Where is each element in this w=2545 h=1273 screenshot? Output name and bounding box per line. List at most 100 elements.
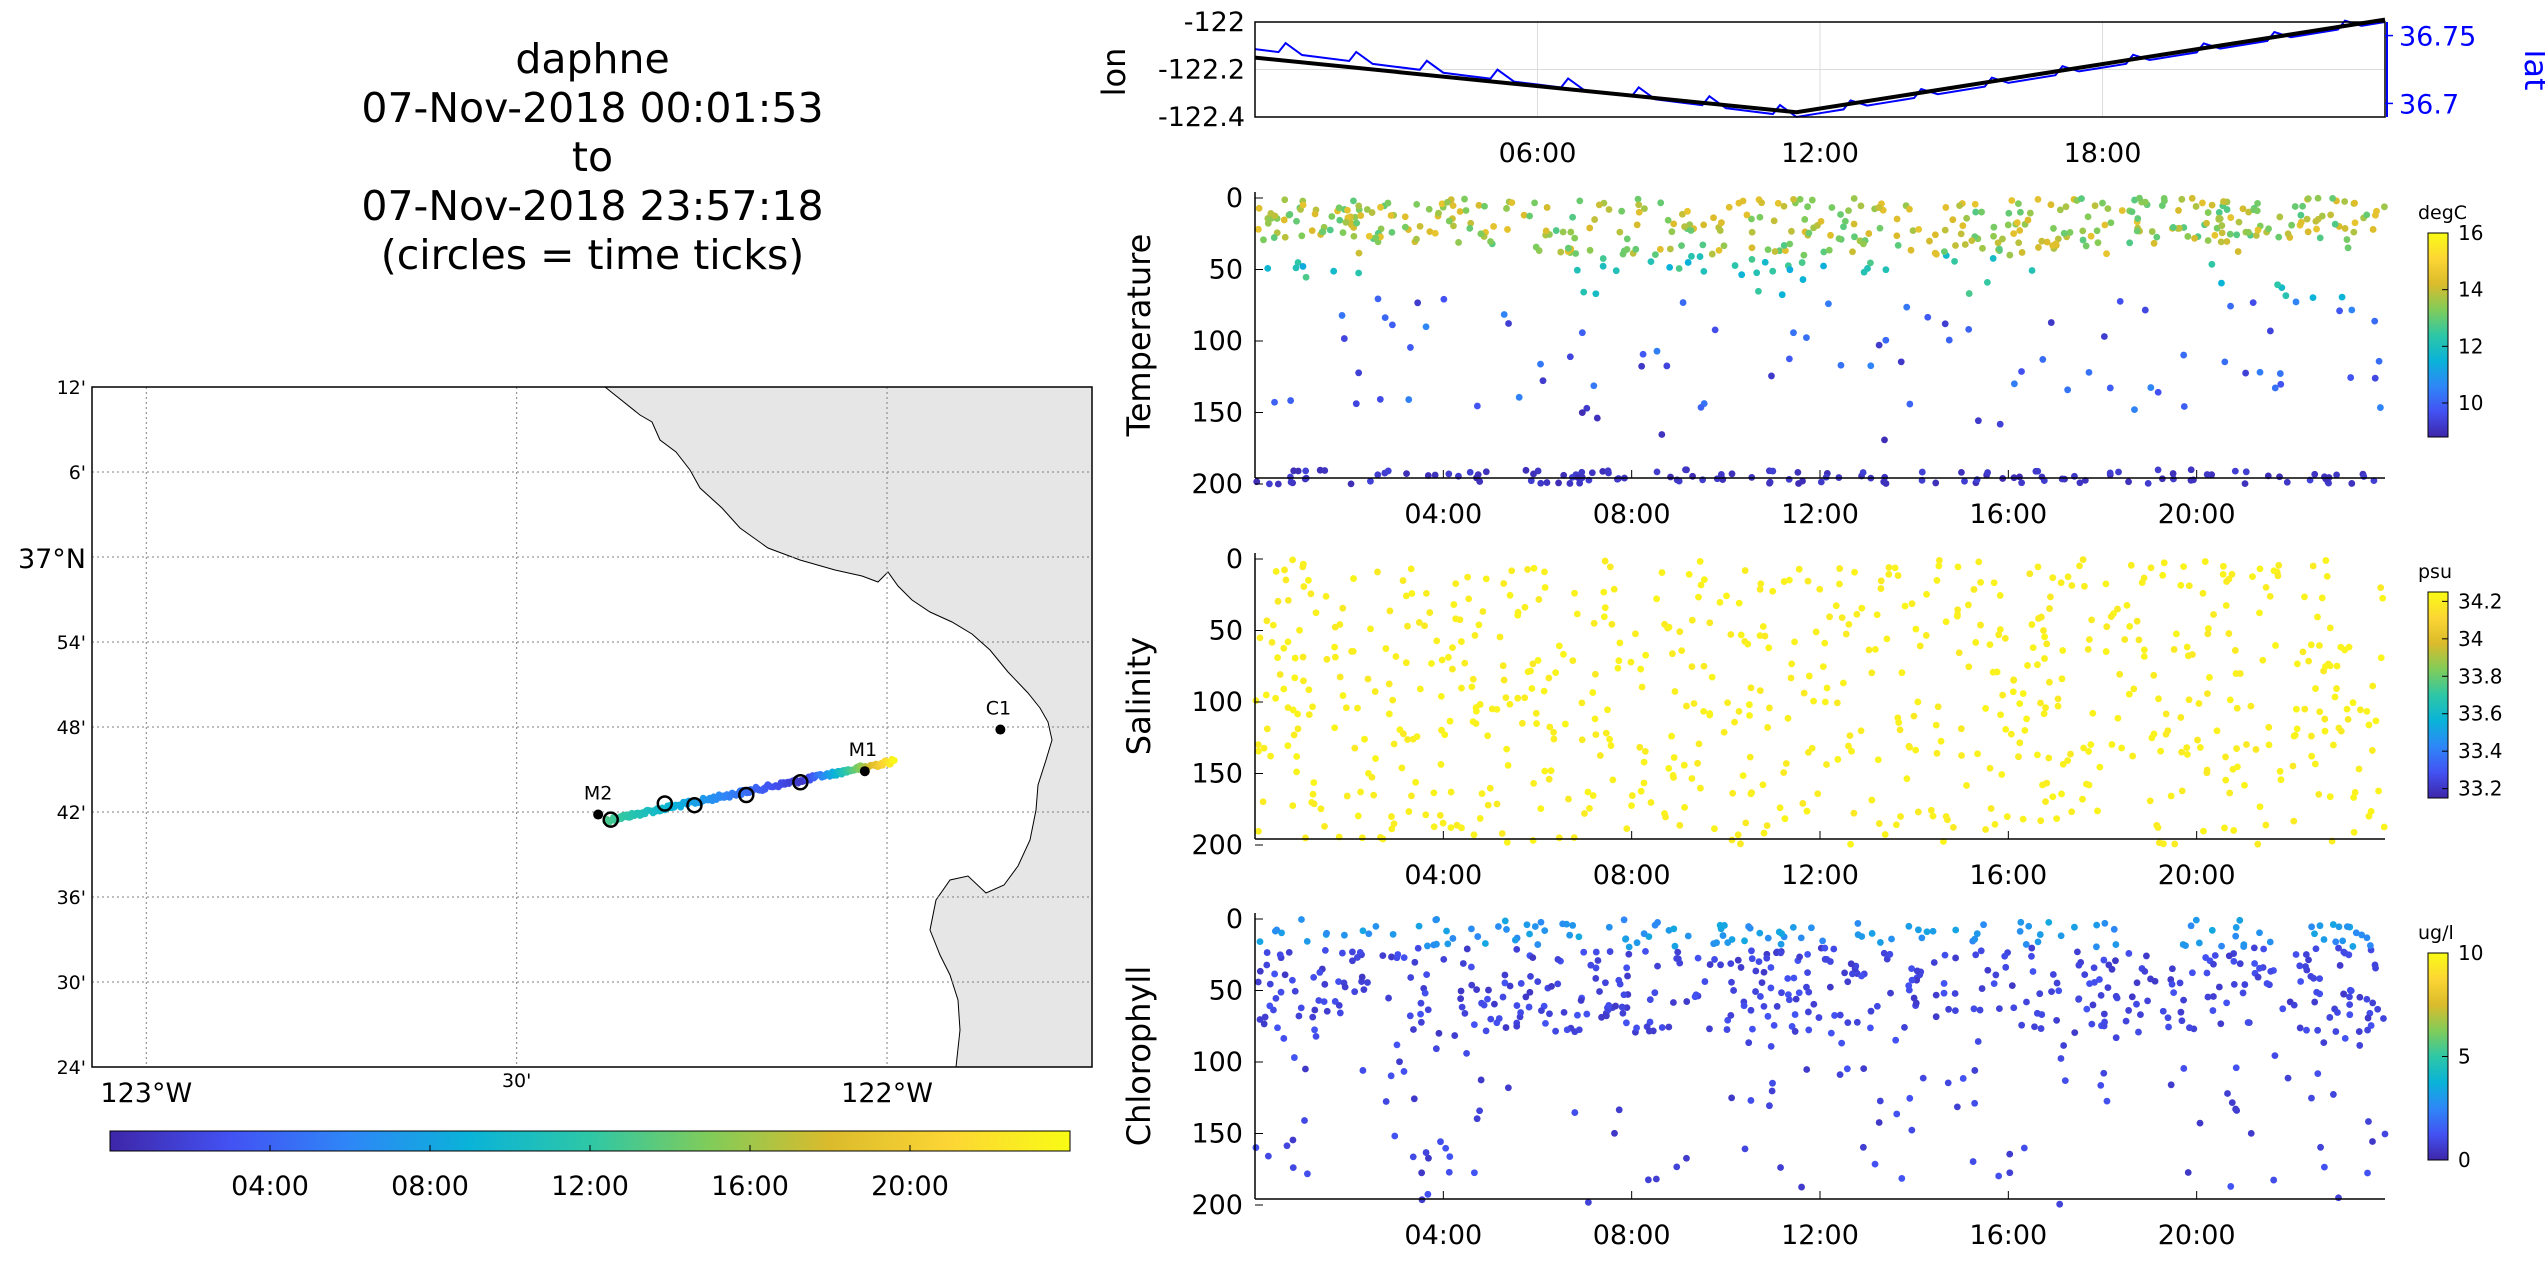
map-colorbar-label: 04:00 [231, 1171, 309, 1202]
scatter-point [2256, 565, 2264, 573]
scatter-point [1804, 951, 1812, 958]
scatter-point [2102, 580, 2110, 588]
map-lat-label: 36' [57, 887, 86, 909]
scatter-point [1396, 726, 1404, 734]
scatter-point [2308, 923, 2315, 931]
time-tick-circle [656, 795, 674, 812]
scatter-point [2159, 1007, 2167, 1015]
scatter-point [1876, 939, 1884, 946]
scatter-point [1421, 622, 1428, 630]
scatter-point [1482, 575, 1490, 583]
scatter-point [1472, 704, 1480, 711]
scatter-point [2024, 216, 2032, 224]
scatter-point [2016, 739, 2024, 747]
scatter-point [2254, 226, 2262, 234]
scatter-point [1977, 621, 1984, 629]
scatter-point [1922, 632, 1930, 639]
scatter-point [1996, 626, 2004, 633]
scatter-point [1797, 934, 1805, 942]
scatter-point [1545, 674, 1553, 682]
scatter-point [1983, 278, 1991, 286]
scatter-point [1298, 916, 1305, 923]
scatter-point [2188, 969, 2196, 977]
scatter-point [1728, 836, 1736, 844]
scatter-point [2006, 1169, 2014, 1177]
scatter-point [2034, 938, 2042, 946]
scatter-point [1717, 470, 1725, 478]
scatter-point [1586, 804, 1593, 812]
scatter-point [2265, 723, 2273, 731]
scatter-point [1340, 931, 1348, 939]
scatter-point [1291, 674, 1299, 682]
scatter-point [1311, 1006, 1319, 1014]
scatter-point [1271, 970, 1279, 978]
scatter-point [2219, 562, 2227, 570]
scatter-point [1700, 707, 1708, 715]
scatter-point [1842, 630, 1850, 638]
scatter-point [1340, 335, 1348, 342]
scatter-point [2222, 776, 2230, 784]
scatter-point [2154, 466, 2162, 474]
scatter-point [1699, 241, 1707, 249]
scatter-point [2067, 750, 2074, 758]
depth-tick-label: 200 [1191, 1190, 1243, 1221]
colorbar-unit: degC [2418, 202, 2467, 224]
scatter-point [1898, 1175, 1906, 1182]
scatter-point [1271, 927, 1279, 935]
scatter-point [2002, 963, 2010, 971]
scatter-point [2041, 633, 2049, 641]
scatter-point [1468, 981, 1476, 989]
scatter-point [1990, 232, 1997, 240]
scatter-point [1353, 219, 1361, 227]
scatter-point [1522, 466, 1530, 474]
scatter-point [1263, 725, 1271, 733]
scatter-point [1942, 204, 1950, 211]
scatter-point [1417, 1018, 1425, 1026]
scatter-point [1355, 249, 1363, 257]
scatter-point [1908, 1126, 1916, 1134]
scatter-point [1292, 264, 1300, 272]
scatter-point [2047, 593, 2054, 601]
scatter-point [1990, 223, 1998, 231]
scatter-point [1871, 645, 1879, 653]
scatter-point [1683, 702, 1690, 710]
scatter-point [1466, 468, 1474, 476]
scatter-point [1514, 611, 1522, 619]
scatter-point [1903, 303, 1911, 311]
scatter-point [1449, 665, 1456, 673]
scatter-point [2304, 195, 2312, 203]
scatter-point [1670, 925, 1678, 933]
scatter-point [1290, 731, 1298, 739]
scatter-point [2146, 797, 2154, 805]
scatter-point [1676, 628, 1684, 636]
scatter-point [1780, 578, 1788, 585]
scatter-point [1748, 215, 1755, 223]
scatter-point [2125, 690, 2133, 698]
scatter-point [1990, 980, 1998, 988]
depth-tick-label: 0 [1226, 183, 1243, 214]
scatter-point [1959, 1075, 1967, 1082]
colorbar-tick-label: 14 [2458, 278, 2483, 302]
scatter-point [1413, 235, 1420, 243]
scatter-point [2187, 466, 2195, 474]
scatter-point [1404, 622, 1411, 630]
scatter-point [1435, 209, 1442, 217]
scatter-point [1844, 1019, 1852, 1027]
scatter-point [1767, 1042, 1775, 1050]
scatter-point [1700, 576, 1708, 584]
scatter-point [2036, 990, 2044, 998]
map-lat-label: 6' [69, 462, 86, 484]
scatter-point [2036, 931, 2044, 938]
scatter-point [1590, 619, 1598, 627]
scatter-point [1530, 779, 1538, 787]
scatter-point [1417, 1010, 1424, 1018]
scatter-point [2054, 702, 2062, 710]
scatter-point [2303, 1026, 2310, 1034]
time-tick-label: 20:00 [2158, 499, 2236, 530]
scatter-point [1502, 694, 1510, 702]
scatter-point [2157, 747, 2165, 755]
scatter-point [2108, 741, 2116, 748]
scatter-point [2018, 249, 2026, 256]
scatter-point [1826, 983, 1834, 991]
